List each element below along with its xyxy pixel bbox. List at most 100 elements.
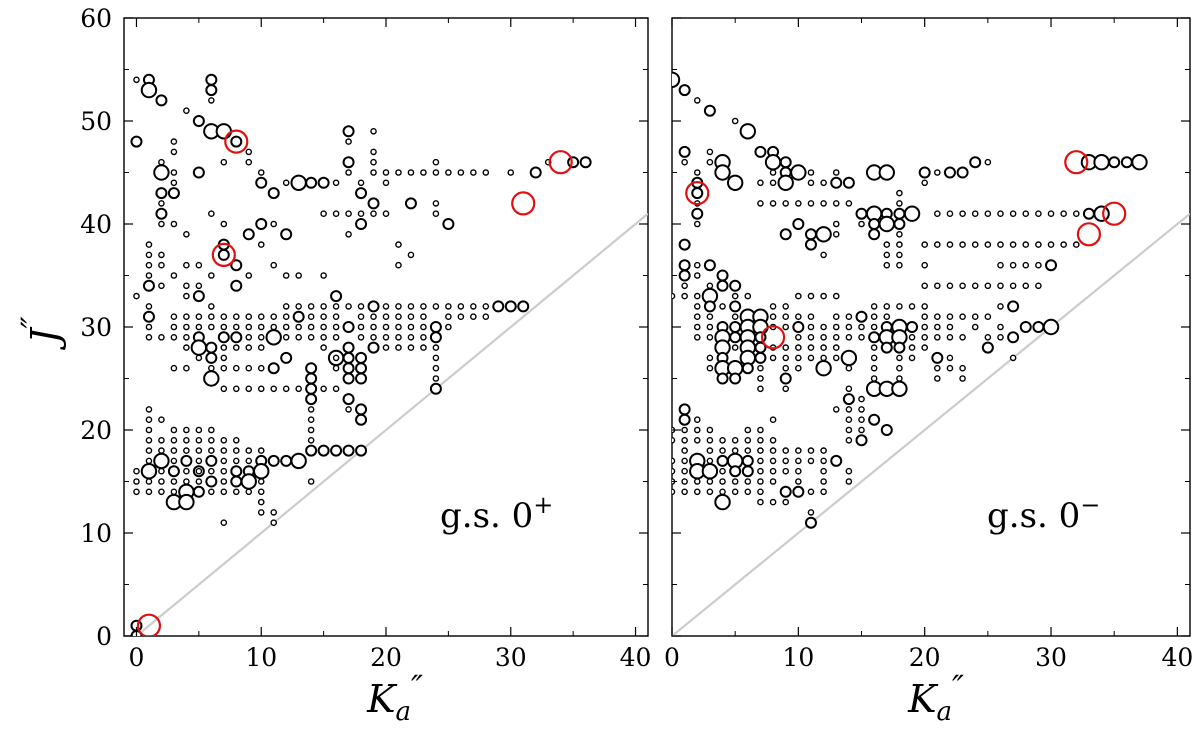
data-point bbox=[714, 164, 731, 181]
data-point bbox=[342, 125, 355, 138]
data-point bbox=[678, 84, 691, 97]
data-point bbox=[407, 323, 415, 331]
data-point bbox=[183, 478, 190, 485]
data-point bbox=[208, 210, 215, 217]
data-point bbox=[195, 467, 203, 475]
data-point bbox=[245, 272, 253, 279]
data-point bbox=[429, 321, 442, 333]
data-point bbox=[320, 344, 327, 351]
data-point bbox=[703, 104, 716, 117]
data-point bbox=[858, 416, 865, 424]
panel-annotation: g.s. 0+ bbox=[440, 491, 553, 536]
data-point bbox=[145, 478, 153, 485]
data-point bbox=[716, 269, 729, 282]
data-point bbox=[757, 488, 764, 496]
data-point bbox=[158, 447, 165, 454]
data-point bbox=[133, 467, 140, 475]
data-point bbox=[769, 354, 777, 362]
data-point bbox=[305, 444, 318, 457]
data-point bbox=[744, 488, 752, 496]
data-point bbox=[795, 447, 802, 454]
data-point bbox=[145, 426, 153, 434]
data-point bbox=[807, 333, 815, 341]
data-point bbox=[295, 385, 302, 393]
data-point bbox=[245, 323, 253, 331]
data-point bbox=[257, 488, 265, 496]
data-point bbox=[220, 457, 228, 465]
red-data-point bbox=[511, 191, 536, 216]
data-point bbox=[678, 238, 691, 251]
data-point bbox=[795, 344, 802, 351]
data-point bbox=[158, 200, 165, 207]
data-point bbox=[921, 303, 928, 310]
data-point bbox=[307, 416, 315, 424]
red-data-point bbox=[136, 613, 162, 636]
data-point bbox=[896, 375, 903, 382]
data-point bbox=[232, 364, 240, 372]
data-point bbox=[195, 478, 203, 485]
data-point bbox=[706, 364, 714, 372]
y-tick-label: 50 bbox=[80, 107, 112, 136]
data-point bbox=[946, 323, 954, 331]
data-point bbox=[170, 447, 178, 454]
data-point bbox=[270, 261, 278, 269]
data-point bbox=[170, 426, 178, 434]
data-point bbox=[178, 493, 195, 511]
data-point bbox=[1009, 210, 1017, 217]
data-point bbox=[183, 282, 190, 290]
data-point bbox=[420, 303, 427, 310]
data-point bbox=[741, 465, 754, 478]
data-point bbox=[896, 251, 903, 259]
data-point bbox=[845, 313, 853, 321]
data-point bbox=[205, 454, 218, 467]
data-point bbox=[716, 372, 729, 385]
data-point bbox=[706, 354, 714, 362]
data-point bbox=[245, 333, 253, 341]
data-point bbox=[230, 475, 243, 488]
data-point bbox=[779, 372, 792, 385]
data-point bbox=[779, 485, 792, 498]
data-point bbox=[320, 303, 327, 310]
data-point bbox=[305, 372, 318, 385]
data-point bbox=[158, 478, 165, 485]
data-point bbox=[295, 323, 302, 331]
data-point bbox=[693, 313, 701, 321]
data-point bbox=[282, 313, 290, 321]
svg-text:Ka″: Ka″ bbox=[907, 668, 964, 727]
data-point bbox=[832, 292, 840, 300]
data-point bbox=[842, 176, 855, 189]
data-point bbox=[407, 251, 415, 259]
data-point bbox=[868, 413, 881, 426]
x-tick-label: 10 bbox=[782, 643, 814, 672]
data-point bbox=[757, 375, 764, 382]
data-point bbox=[230, 279, 243, 292]
data-point bbox=[153, 164, 170, 181]
data-point bbox=[855, 310, 868, 323]
data-point bbox=[769, 303, 777, 310]
data-point bbox=[230, 465, 243, 478]
data-point bbox=[242, 228, 255, 241]
data-point bbox=[245, 344, 253, 351]
x-tick-label: 30 bbox=[495, 643, 527, 672]
data-point bbox=[432, 303, 440, 310]
data-point bbox=[158, 333, 165, 341]
data-point bbox=[1022, 210, 1030, 217]
data-point bbox=[145, 457, 153, 465]
data-point bbox=[693, 261, 701, 269]
data-point bbox=[170, 457, 178, 465]
data-point bbox=[678, 413, 691, 426]
data-point bbox=[432, 200, 440, 207]
data-point bbox=[183, 364, 190, 372]
panel-right: 0 10 20 30 40 g.s. 0− bbox=[664, 17, 1193, 672]
data-point bbox=[345, 303, 352, 310]
data-point bbox=[140, 81, 158, 99]
data-point bbox=[170, 220, 178, 228]
data-point bbox=[153, 452, 170, 470]
data-point bbox=[870, 323, 878, 331]
data-point bbox=[158, 416, 165, 424]
data-point bbox=[681, 457, 688, 465]
data-point bbox=[693, 436, 701, 444]
data-point bbox=[969, 156, 982, 169]
data-point bbox=[719, 467, 726, 475]
data-point bbox=[345, 406, 352, 413]
